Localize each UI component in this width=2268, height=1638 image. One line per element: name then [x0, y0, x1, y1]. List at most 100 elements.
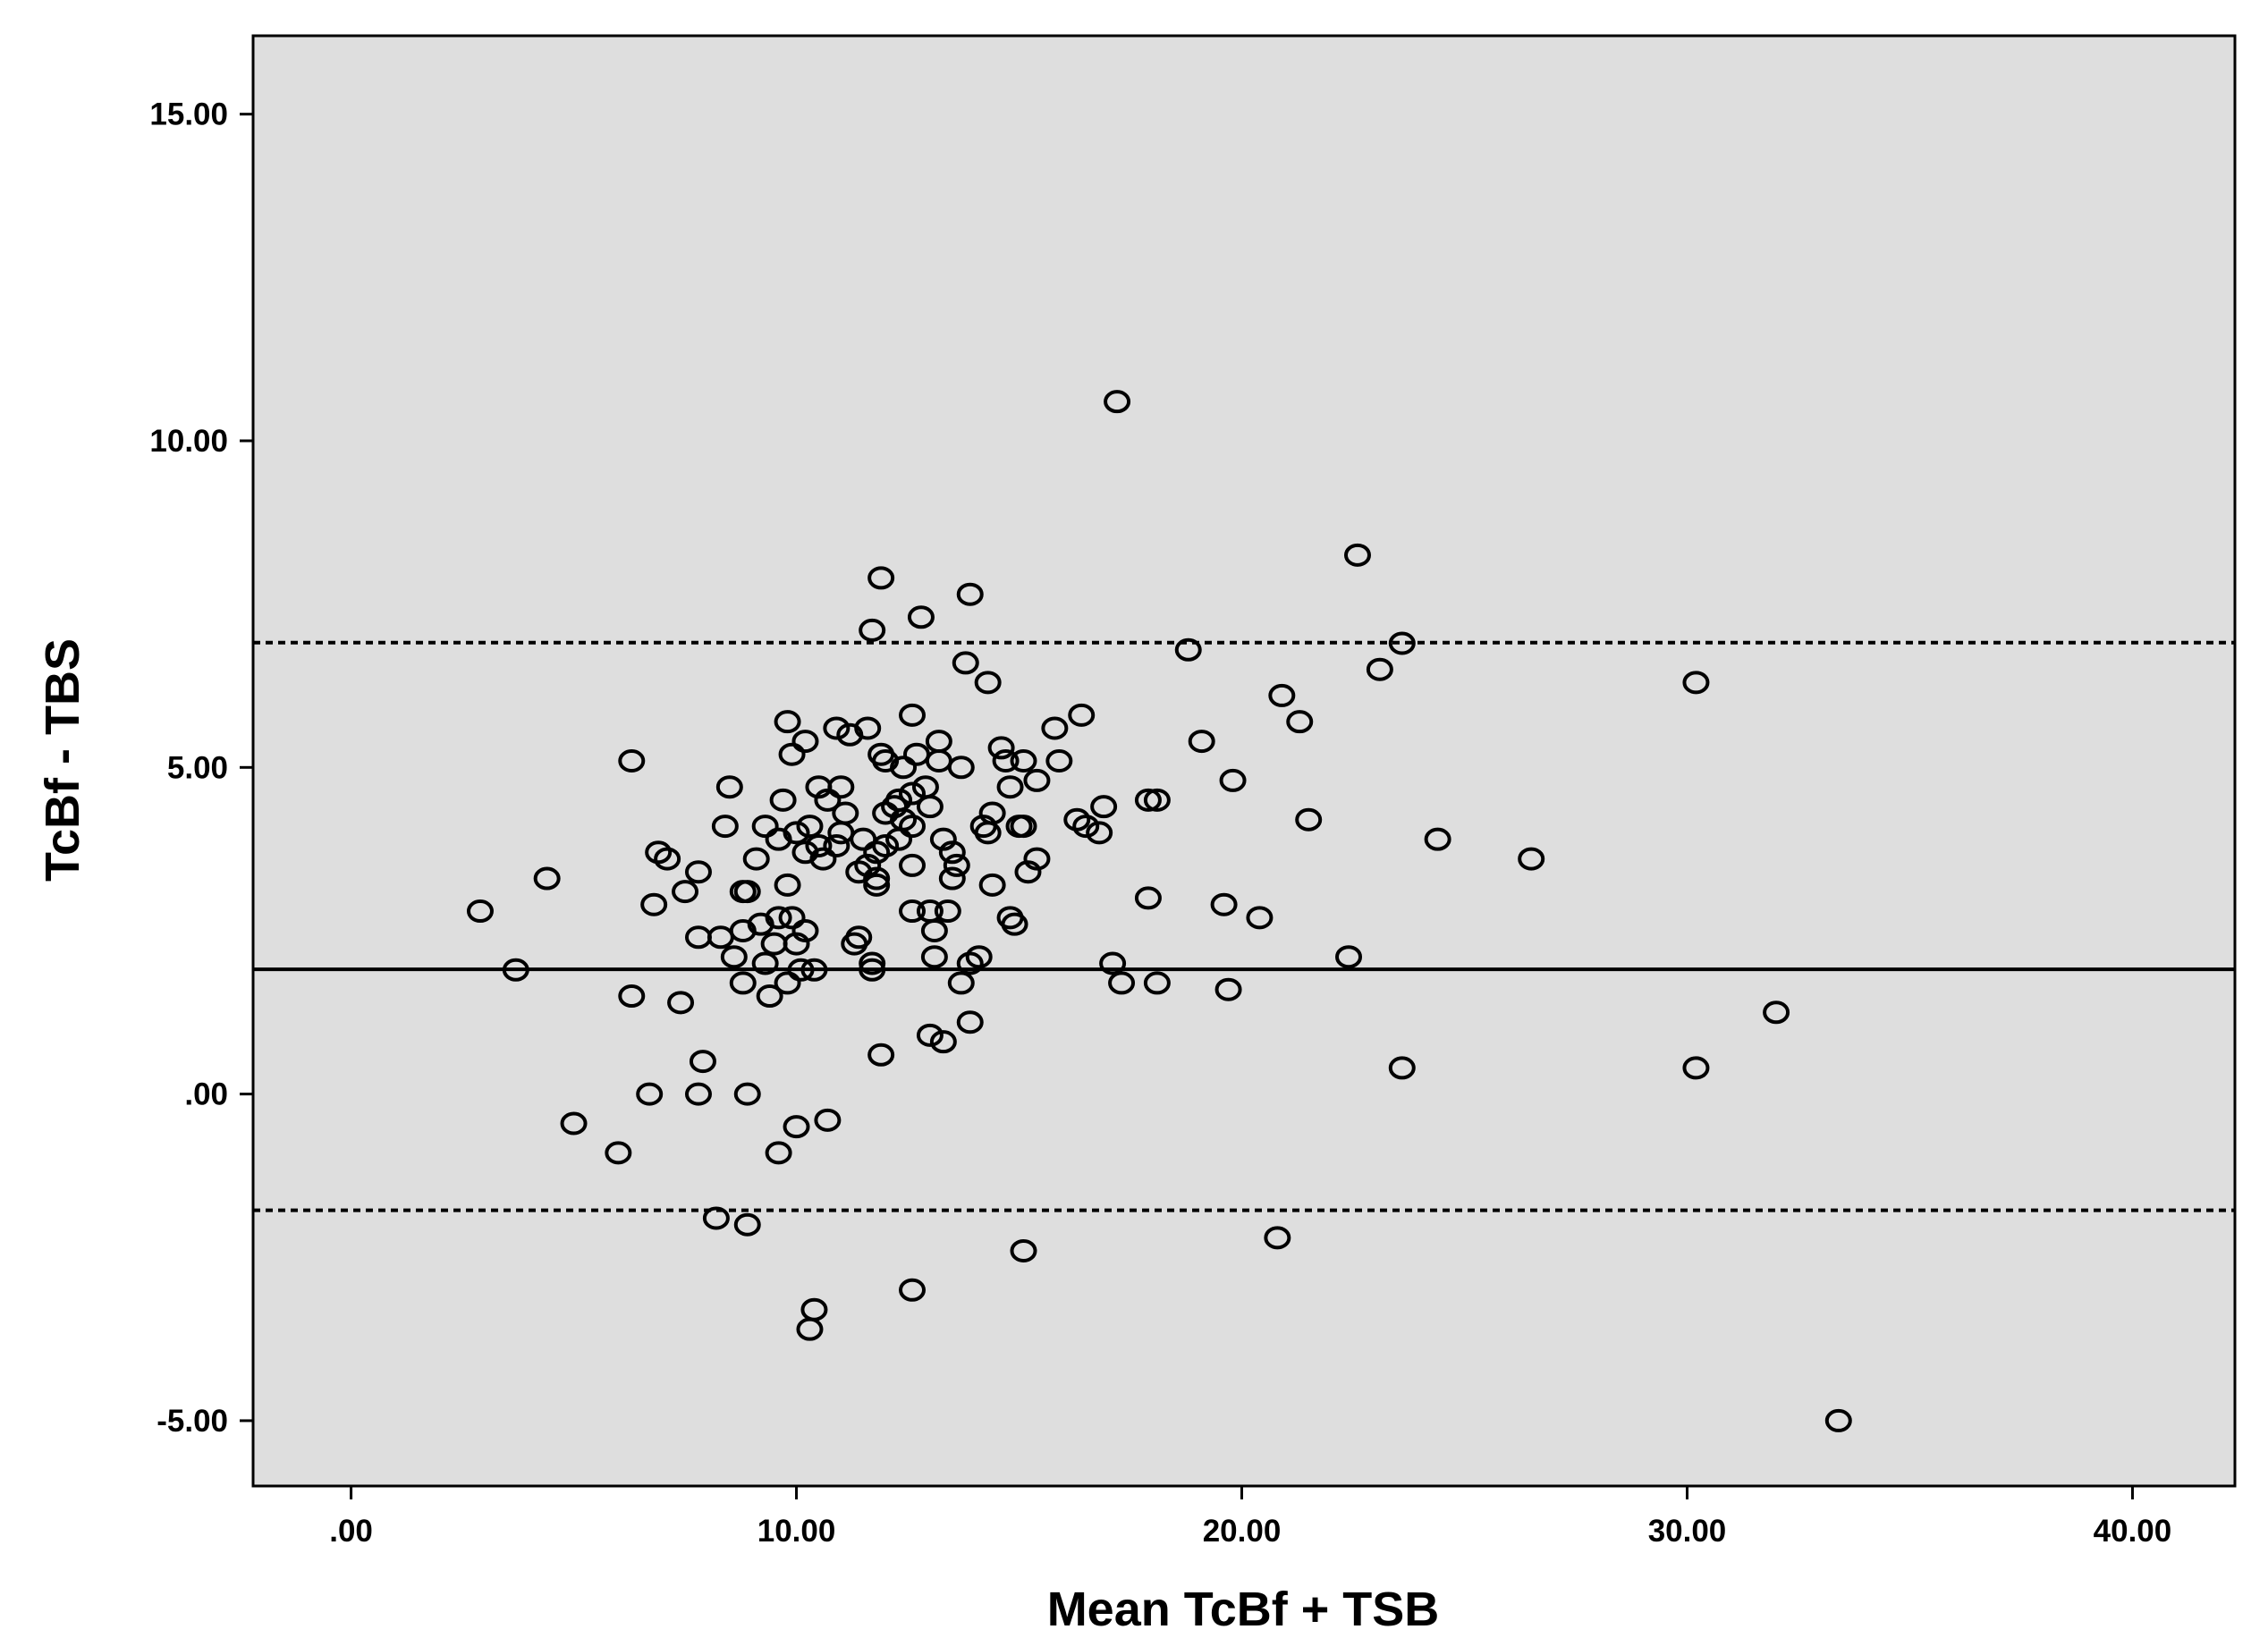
y-tick-label: 10.00	[149, 424, 228, 459]
data-point	[827, 775, 855, 799]
data-point	[859, 618, 886, 642]
data-point	[774, 710, 801, 734]
data-point	[774, 873, 801, 897]
data-point	[890, 756, 918, 780]
data-point	[1041, 716, 1069, 740]
data-point	[1388, 631, 1416, 655]
data-point	[765, 827, 792, 851]
data-point	[689, 1050, 716, 1074]
data-point	[929, 1030, 957, 1054]
data-point	[920, 918, 948, 942]
data-point	[929, 827, 957, 851]
data-point	[1343, 543, 1371, 567]
data-point	[1104, 390, 1131, 414]
data-point	[778, 742, 806, 766]
data-point	[756, 984, 783, 1009]
data-point	[1086, 821, 1113, 845]
data-point	[1366, 657, 1393, 681]
data-point	[841, 932, 868, 956]
data-point	[733, 1082, 761, 1106]
data-point	[814, 1108, 842, 1132]
data-point	[729, 971, 757, 995]
data-point	[1335, 945, 1363, 969]
y-tick-label: 15.00	[149, 97, 228, 132]
data-point	[765, 1141, 792, 1165]
data-point	[1286, 710, 1314, 734]
data-point	[854, 853, 882, 877]
data-point	[618, 984, 646, 1009]
data-point	[791, 918, 819, 942]
data-point	[1246, 906, 1274, 930]
data-point	[645, 840, 673, 865]
data-point	[938, 866, 966, 891]
data-point	[742, 847, 770, 871]
data-point	[1682, 1056, 1710, 1080]
data-point	[863, 866, 891, 891]
data-point	[1214, 977, 1242, 1001]
data-point	[729, 880, 757, 904]
data-point	[863, 840, 891, 865]
data-point	[1090, 795, 1118, 819]
data-point	[805, 833, 833, 857]
data-point	[859, 951, 886, 975]
data-point	[1134, 788, 1162, 812]
data-point	[684, 1082, 712, 1106]
data-point	[996, 775, 1024, 799]
x-tick-label: 40.00	[2094, 1514, 2172, 1549]
data-point	[1763, 1001, 1790, 1025]
data-point	[881, 795, 909, 819]
data-point	[733, 1212, 761, 1237]
data-point	[720, 945, 748, 969]
data-point	[466, 899, 494, 924]
data-point	[836, 722, 864, 747]
data-point	[654, 847, 681, 871]
axes	[251, 34, 2237, 1488]
x-tick-label: 10.00	[757, 1514, 836, 1549]
data-point	[823, 833, 850, 857]
data-point	[899, 703, 927, 727]
data-point	[974, 821, 1002, 845]
data-point	[1518, 847, 1545, 871]
data-point	[899, 1278, 927, 1302]
data-point	[1134, 886, 1162, 910]
data-point	[751, 815, 779, 839]
data-point	[1001, 912, 1028, 936]
data-points	[466, 390, 1852, 1432]
data-point	[1045, 749, 1073, 773]
data-point	[916, 1023, 944, 1047]
data-point	[814, 788, 842, 812]
data-point	[1682, 671, 1710, 695]
data-point	[636, 1082, 664, 1106]
data-point	[978, 873, 1006, 897]
data-point	[956, 1010, 984, 1034]
y-tick-label: -5.00	[157, 1404, 228, 1439]
data-point	[947, 971, 975, 995]
data-point	[640, 892, 668, 916]
data-point	[502, 958, 529, 982]
data-point	[1143, 971, 1171, 995]
data-point	[796, 1317, 824, 1341]
data-point	[1424, 827, 1451, 851]
data-point	[965, 945, 993, 969]
data-point	[684, 860, 712, 884]
data-point	[1264, 1226, 1291, 1250]
plot-frame	[251, 34, 2237, 1488]
plot-background	[253, 36, 2235, 1486]
data-point	[1143, 788, 1171, 812]
data-point	[1023, 847, 1051, 871]
data-point	[672, 880, 699, 904]
data-point	[778, 906, 806, 930]
data-point	[605, 1141, 632, 1165]
data-point	[1010, 815, 1037, 839]
x-axis-title: Mean TcBf + TSB	[1047, 1583, 1440, 1636]
x-tick-label: 20.00	[1203, 1514, 1282, 1549]
data-point	[943, 853, 970, 877]
data-point	[920, 945, 948, 969]
data-point	[702, 1206, 730, 1230]
data-point	[618, 749, 646, 773]
data-point	[1099, 951, 1127, 975]
x-tick-label: 30.00	[1648, 1514, 1727, 1549]
data-point	[783, 1115, 810, 1139]
data-point	[791, 730, 819, 754]
